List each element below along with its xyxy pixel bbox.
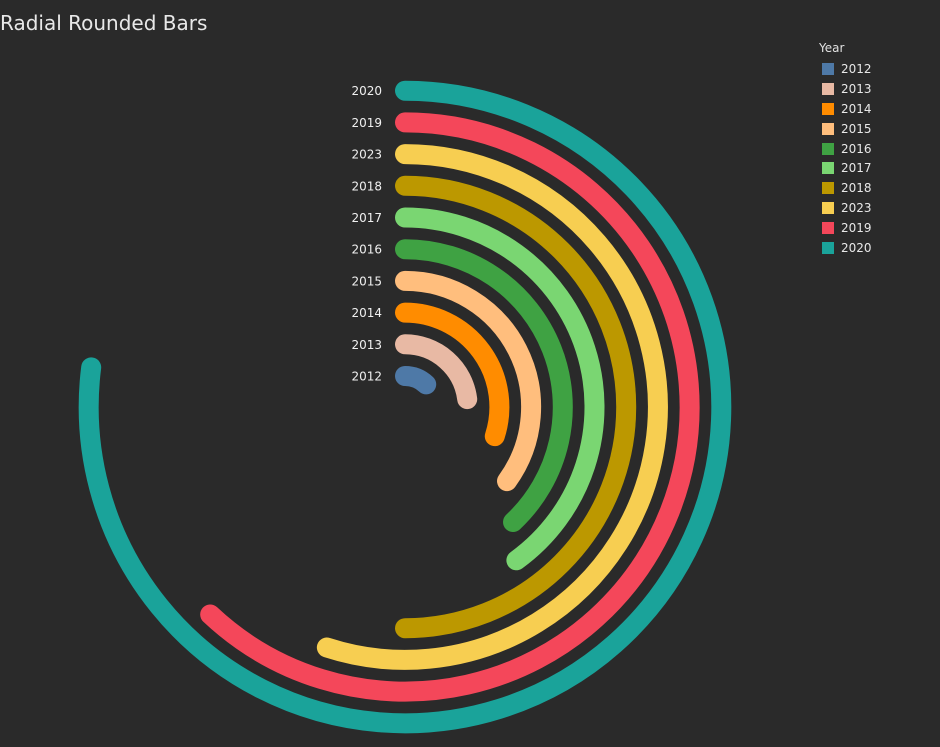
legend-item-2012[interactable]: 2012 [822,59,872,79]
legend-swatch [822,241,834,254]
radial-bar-2015[interactable] [395,270,542,492]
legend-label: 2014 [841,101,872,116]
chart-title: Radial Rounded Bars [0,11,208,35]
legend-label: 2019 [841,221,872,236]
legend-swatch [822,62,834,75]
radial-bar-2012[interactable] [395,366,437,395]
bar-label-2023: 2023 [351,148,382,162]
legend-label: 2016 [841,141,872,156]
bar-label-2017: 2017 [351,211,382,225]
legend-label: 2013 [841,81,872,96]
bar-label-2016: 2016 [351,243,382,257]
legend-label: 2015 [841,121,872,136]
bar-label-2018: 2018 [351,179,382,193]
radial-bar-2014[interactable] [395,302,510,447]
legend-item-2015[interactable]: 2015 [822,119,872,139]
legend: Year 2012 2013 2014 2015 2016 2017 2018 2023 201… [819,41,872,258]
radial-bar-2019[interactable] [200,112,700,702]
legend-item-2016[interactable]: 2016 [822,139,872,159]
legend-items: 2012 2013 2014 2015 2016 2017 2018 2023 2019 2020 [819,59,872,258]
legend-item-2018[interactable]: 2018 [822,178,872,198]
radial-bar-2018[interactable] [395,175,637,639]
legend-swatch [822,202,834,215]
bar-label-2019: 2019 [351,116,382,130]
legend-label: 2023 [841,201,872,216]
bar-label-2014: 2014 [351,306,382,320]
legend-item-2020[interactable]: 2020 [822,238,872,258]
legend-swatch [822,82,834,95]
legend-label: 2012 [841,61,872,76]
legend-title: Year [819,41,845,55]
legend-item-2017[interactable]: 2017 [822,158,872,178]
bar-label-2020: 2020 [351,84,382,98]
legend-label: 2020 [841,240,872,255]
legend-item-2014[interactable]: 2014 [822,99,872,119]
legend-swatch [822,182,834,195]
legend-label: 2018 [841,181,872,196]
legend-item-2019[interactable]: 2019 [822,218,872,238]
legend-item-2013[interactable]: 2013 [822,79,872,99]
legend-label: 2017 [841,161,872,176]
radial-bar-2013[interactable] [395,334,478,410]
legend-item-2023[interactable]: 2023 [822,198,872,218]
radial-bar-2016[interactable] [395,239,573,533]
legend-swatch [822,102,834,115]
bar-label-2015: 2015 [351,274,382,288]
bar-label-2013: 2013 [351,338,382,352]
legend-swatch [822,142,834,155]
radial-bar-2017[interactable] [395,207,605,571]
radial-bar-2023[interactable] [316,144,668,670]
legend-swatch [822,122,834,135]
legend-swatch [822,162,834,175]
legend-swatch [822,222,834,235]
radial-bar-2020[interactable] [78,80,732,734]
bar-label-2012: 2012 [351,370,382,384]
